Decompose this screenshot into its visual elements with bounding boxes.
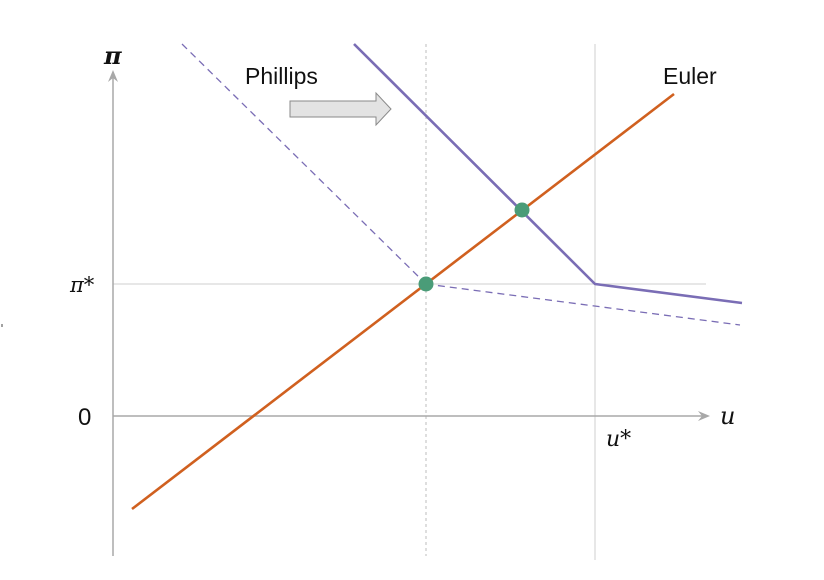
phillips-curve-shifted [353,43,743,305]
y-axis-arrowhead [108,70,118,82]
x-axis-arrowhead [698,411,710,421]
intersection-marker-new [514,202,530,218]
intersection-marker-original [418,276,434,292]
y-axis-label: π [103,41,122,70]
pi-star-label: π* [69,273,95,297]
phillips-curve-label: Phillips [245,63,318,89]
right-arrow-icon [289,91,392,127]
euler-line-label: Euler [663,63,717,89]
u-star-label: u* [606,427,631,452]
phillips-curve-original-dashed [181,43,427,285]
phillips-curve-original-dashed-flat [425,283,741,326]
x-axis-label: u [720,402,735,430]
origin-label: 0 [78,404,91,431]
euler-line [131,92,675,511]
